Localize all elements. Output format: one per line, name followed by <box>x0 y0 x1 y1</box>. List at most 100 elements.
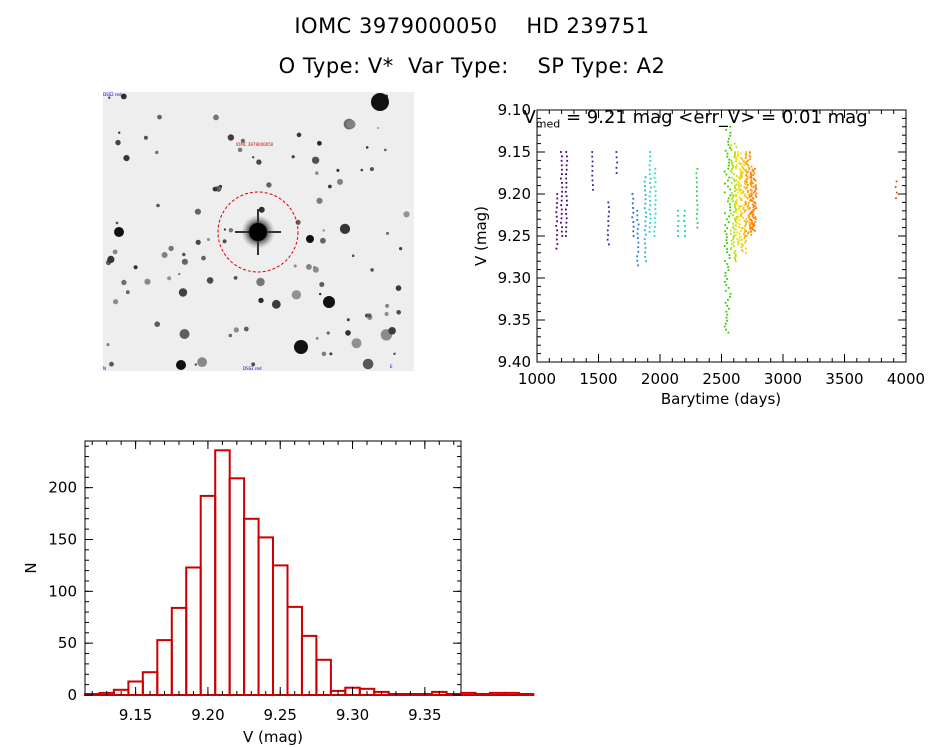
finder-star <box>351 338 362 349</box>
lc-data-point <box>755 207 758 209</box>
lc-data-point <box>732 226 734 228</box>
finder-star <box>212 186 218 192</box>
lc-data-point <box>741 171 744 174</box>
lc-data-point <box>731 168 733 171</box>
lc-data-point <box>728 203 731 206</box>
lc-data-point <box>740 177 742 180</box>
lc-data-point <box>696 226 699 229</box>
lightcurve-ylabel: V (mag) <box>472 206 490 266</box>
lc-data-point <box>730 149 733 152</box>
finder-star <box>291 155 295 159</box>
lc-data-point <box>750 189 753 192</box>
lc-data-point <box>649 204 652 207</box>
lc-data-point <box>606 229 609 232</box>
lc-data-point <box>560 199 563 202</box>
hist-ytick-label: 150 <box>48 530 77 548</box>
lc-data-point <box>729 209 732 212</box>
finder-star <box>197 357 208 367</box>
finder-star <box>155 150 159 155</box>
lc-data-point <box>735 146 738 148</box>
lc-data-point <box>608 243 610 246</box>
finder-star <box>157 114 162 120</box>
lc-data-point <box>728 176 731 179</box>
lc-data-point <box>738 187 741 190</box>
finder-star-bright <box>306 235 314 243</box>
finder-star <box>213 114 219 121</box>
lc-data-point <box>750 192 752 195</box>
finder-star <box>326 331 330 335</box>
lc-data-point <box>736 231 739 234</box>
lc-data-point <box>632 221 635 223</box>
lc-data-point <box>753 224 756 227</box>
finder-star <box>271 299 281 309</box>
lc-data-point <box>607 206 610 208</box>
finder-star <box>154 321 160 328</box>
lc-data-point <box>726 263 729 265</box>
lc-data-point <box>741 243 743 245</box>
lc-data-point <box>735 157 738 160</box>
lc-data-point <box>561 195 563 198</box>
lc-data-point <box>695 195 698 197</box>
lc-data-point <box>730 159 733 162</box>
lc-data-point <box>726 242 728 244</box>
lc-data-point <box>740 156 742 159</box>
lc-data-point <box>748 224 751 226</box>
lc-data-point <box>751 221 753 224</box>
finder-star <box>206 277 214 284</box>
lc-data-point <box>592 188 594 191</box>
lc-data-point <box>615 156 618 159</box>
lightcurve-points <box>555 125 898 334</box>
lc-data-point <box>751 182 754 185</box>
lc-data-point <box>733 180 736 182</box>
finder-star <box>113 299 119 305</box>
lc-data-point <box>743 164 745 166</box>
lc-data-point <box>649 160 652 162</box>
lc-ytick-label: 9.15 <box>498 143 531 161</box>
lc-data-point <box>740 238 743 241</box>
lc-data-point <box>736 191 739 194</box>
lc-data-point <box>737 181 740 184</box>
lc-data-point <box>723 191 726 194</box>
hist-xtick-label: 9.20 <box>191 706 224 724</box>
lc-data-point <box>592 184 594 186</box>
lightcurve-ticks: 1000 1500 2000 2500 3000 3500 4000 9.10 9.15 9.20… <box>498 101 926 388</box>
lc-data-point <box>643 207 646 209</box>
lc-data-point <box>737 188 740 191</box>
lc-data-point <box>683 214 686 217</box>
finder-star <box>312 266 319 273</box>
lc-data-point <box>739 175 741 177</box>
lc-data-point <box>565 164 568 167</box>
lc-data-point <box>564 190 567 193</box>
lc-data-point <box>733 204 736 206</box>
lc-data-point <box>735 195 737 198</box>
lc-data-point <box>734 258 737 261</box>
lc-data-point <box>744 162 747 164</box>
lc-data-point <box>555 247 558 250</box>
lc-data-point <box>644 189 646 192</box>
finder-star <box>384 148 387 152</box>
lc-data-point <box>654 226 656 228</box>
lc-data-point <box>565 226 568 229</box>
finder-star <box>337 178 343 185</box>
lc-data-point <box>729 194 732 197</box>
lc-data-point <box>736 218 738 220</box>
lc-data-point <box>744 241 746 244</box>
lc-data-point <box>733 217 736 220</box>
lc-data-point <box>729 131 732 134</box>
finder-star-bright <box>323 296 335 308</box>
lc-data-point <box>730 171 733 174</box>
lc-data-point <box>754 220 757 223</box>
lc-data-point <box>632 207 634 209</box>
lc-data-point <box>636 228 639 230</box>
finder-star-field <box>105 93 410 370</box>
lc-data-point <box>895 197 897 200</box>
lc-data-point <box>729 188 732 191</box>
lc-data-point <box>566 159 569 162</box>
histogram-bar <box>517 693 535 696</box>
finder-star <box>295 219 301 225</box>
lc-data-point <box>743 181 746 184</box>
lc-data-point <box>556 193 559 195</box>
lc-data-point <box>726 319 728 322</box>
lc-data-point <box>556 229 558 232</box>
lc-ytick-label: 9.25 <box>498 227 531 245</box>
